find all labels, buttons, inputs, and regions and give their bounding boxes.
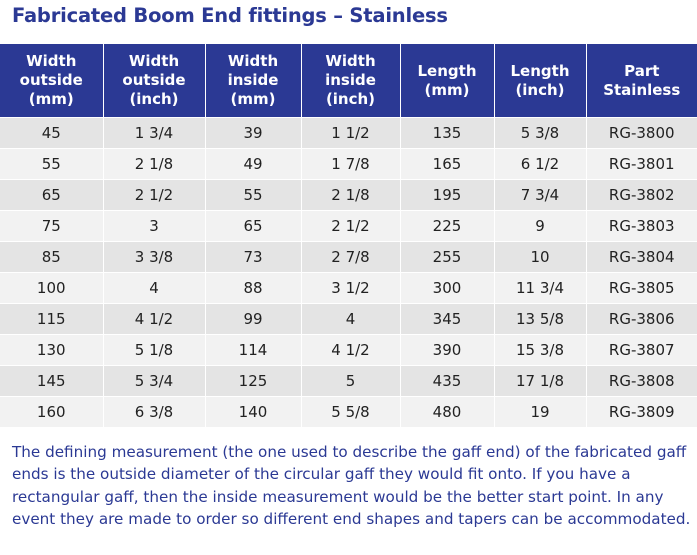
- boom-end-fittings-table: Width outside (mm) Width outside (inch) …: [0, 44, 697, 427]
- cell-length-mm: 165: [400, 148, 495, 180]
- cell-width-outside-mm: 55: [0, 148, 104, 180]
- cell-part-number: RG-3804: [586, 241, 697, 273]
- cell-width-outside-inch: 2 1/2: [103, 179, 206, 211]
- cell-width-inside-mm: 49: [205, 148, 302, 180]
- cell-part-number: RG-3809: [586, 396, 697, 427]
- header-width-outside-mm: Width outside (mm): [0, 44, 104, 118]
- header-length-mm: Length (mm): [400, 44, 495, 118]
- table-row: 65 2 1/2 55 2 1/8 195 7 3/4 RG-3802: [0, 179, 697, 211]
- table-header-row: Width outside (mm) Width outside (inch) …: [0, 44, 697, 118]
- cell-width-inside-mm: 73: [205, 241, 302, 273]
- cell-length-mm: 225: [400, 210, 495, 242]
- description-note: The defining measurement (the one used t…: [12, 443, 691, 528]
- cell-width-outside-mm: 65: [0, 179, 104, 211]
- cell-length-inch: 11 3/4: [494, 272, 587, 304]
- cell-width-inside-mm: 39: [205, 117, 302, 149]
- cell-width-inside-mm: 55: [205, 179, 302, 211]
- cell-width-inside-mm: 114: [205, 334, 302, 366]
- table-row: 45 1 3/4 39 1 1/2 135 5 3/8 RG-3800: [0, 117, 697, 149]
- cell-width-outside-inch: 4 1/2: [103, 303, 206, 335]
- header-length-inch: Length (inch): [494, 44, 587, 118]
- cell-width-inside-inch: 3 1/2: [301, 272, 401, 304]
- header-part-stainless: Part Stainless: [586, 44, 697, 118]
- cell-part-number: RG-3808: [586, 365, 697, 397]
- cell-length-inch: 17 1/8: [494, 365, 587, 397]
- table-row: 115 4 1/2 99 4 345 13 5/8 RG-3806: [0, 303, 697, 335]
- cell-length-mm: 195: [400, 179, 495, 211]
- cell-part-number: RG-3801: [586, 148, 697, 180]
- cell-width-outside-inch: 4: [103, 272, 206, 304]
- table-row: 75 3 65 2 1/2 225 9 RG-3803: [0, 210, 697, 242]
- cell-width-outside-mm: 100: [0, 272, 104, 304]
- cell-width-outside-mm: 75: [0, 210, 104, 242]
- table-row: 130 5 1/8 114 4 1/2 390 15 3/8 RG-3807: [0, 334, 697, 366]
- table-row: 100 4 88 3 1/2 300 11 3/4 RG-3805: [0, 272, 697, 304]
- cell-part-number: RG-3805: [586, 272, 697, 304]
- cell-length-mm: 255: [400, 241, 495, 273]
- cell-length-mm: 435: [400, 365, 495, 397]
- cell-part-number: RG-3807: [586, 334, 697, 366]
- cell-width-outside-inch: 6 3/8: [103, 396, 206, 427]
- cell-length-inch: 5 3/8: [494, 117, 587, 149]
- cell-length-inch: 19: [494, 396, 587, 427]
- page-title: Fabricated Boom End fittings – Stainless: [12, 4, 448, 27]
- cell-width-outside-inch: 1 3/4: [103, 117, 206, 149]
- cell-length-inch: 15 3/8: [494, 334, 587, 366]
- cell-part-number: RG-3803: [586, 210, 697, 242]
- cell-width-inside-inch: 4: [301, 303, 401, 335]
- cell-length-mm: 345: [400, 303, 495, 335]
- table-row: 85 3 3/8 73 2 7/8 255 10 RG-3804: [0, 241, 697, 273]
- cell-part-number: RG-3802: [586, 179, 697, 211]
- cell-part-number: RG-3806: [586, 303, 697, 335]
- header-width-outside-inch: Width outside (inch): [103, 44, 206, 118]
- cell-width-inside-inch: 2 1/2: [301, 210, 401, 242]
- cell-width-outside-mm: 115: [0, 303, 104, 335]
- cell-length-mm: 480: [400, 396, 495, 427]
- cell-length-inch: 6 1/2: [494, 148, 587, 180]
- cell-width-inside-mm: 88: [205, 272, 302, 304]
- cell-width-outside-mm: 85: [0, 241, 104, 273]
- cell-width-outside-inch: 5 3/4: [103, 365, 206, 397]
- cell-length-mm: 390: [400, 334, 495, 366]
- cell-width-outside-mm: 160: [0, 396, 104, 427]
- cell-length-inch: 13 5/8: [494, 303, 587, 335]
- cell-length-mm: 300: [400, 272, 495, 304]
- table-row: 160 6 3/8 140 5 5/8 480 19 RG-3809: [0, 396, 697, 427]
- cell-width-inside-inch: 4 1/2: [301, 334, 401, 366]
- cell-width-outside-inch: 3: [103, 210, 206, 242]
- header-width-inside-mm: Width inside (mm): [205, 44, 302, 118]
- cell-width-inside-inch: 5 5/8: [301, 396, 401, 427]
- cell-width-inside-mm: 125: [205, 365, 302, 397]
- cell-width-outside-inch: 2 1/8: [103, 148, 206, 180]
- cell-part-number: RG-3800: [586, 117, 697, 149]
- cell-width-inside-inch: 1 7/8: [301, 148, 401, 180]
- cell-length-inch: 9: [494, 210, 587, 242]
- cell-width-inside-inch: 2 7/8: [301, 241, 401, 273]
- table-row: 55 2 1/8 49 1 7/8 165 6 1/2 RG-3801: [0, 148, 697, 180]
- cell-width-outside-inch: 3 3/8: [103, 241, 206, 273]
- cell-length-mm: 135: [400, 117, 495, 149]
- cell-width-outside-mm: 145: [0, 365, 104, 397]
- cell-width-inside-inch: 1 1/2: [301, 117, 401, 149]
- header-width-inside-inch: Width inside (inch): [301, 44, 401, 118]
- cell-width-inside-inch: 2 1/8: [301, 179, 401, 211]
- cell-width-inside-mm: 99: [205, 303, 302, 335]
- table-row: 145 5 3/4 125 5 435 17 1/8 RG-3808: [0, 365, 697, 397]
- cell-width-inside-inch: 5: [301, 365, 401, 397]
- cell-width-outside-inch: 5 1/8: [103, 334, 206, 366]
- cell-width-outside-mm: 130: [0, 334, 104, 366]
- cell-width-inside-mm: 140: [205, 396, 302, 427]
- cell-length-inch: 10: [494, 241, 587, 273]
- cell-width-outside-mm: 45: [0, 117, 104, 149]
- cell-length-inch: 7 3/4: [494, 179, 587, 211]
- cell-width-inside-mm: 65: [205, 210, 302, 242]
